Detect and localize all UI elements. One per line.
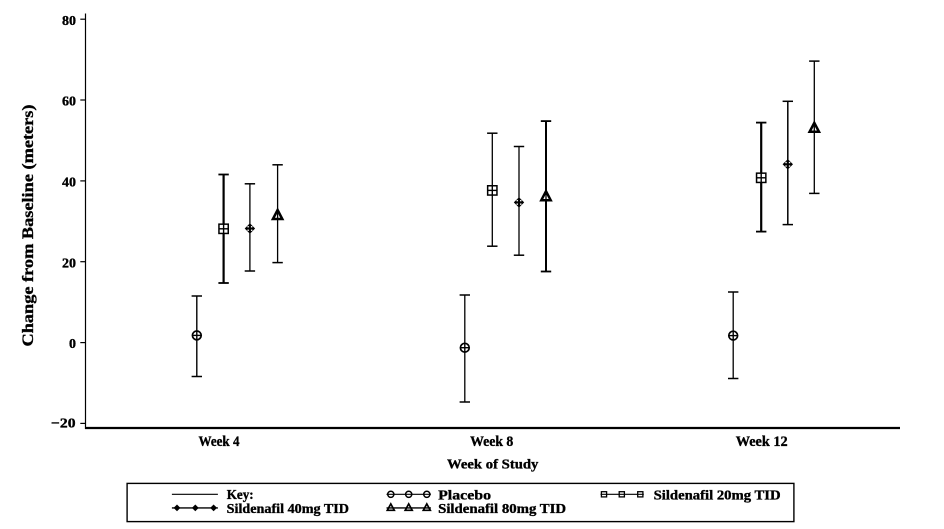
svg-text:Week of Study: Week of Study <box>447 457 538 472</box>
svg-text:Key:: Key: <box>227 488 254 503</box>
svg-text:Week 12: Week 12 <box>736 434 788 450</box>
svg-text:Change from Baseline (meters): Change from Baseline (meters) <box>20 105 37 347</box>
svg-text:40: 40 <box>62 176 76 191</box>
svg-text:Week 4: Week 4 <box>199 434 240 450</box>
svg-text:Week 8: Week 8 <box>470 434 513 450</box>
svg-text:20: 20 <box>62 256 76 271</box>
svg-text:0: 0 <box>69 337 76 352</box>
svg-text:Sildenafil 20mg TID: Sildenafil 20mg TID <box>654 488 781 503</box>
svg-text:Sildenafil 40mg TID: Sildenafil 40mg TID <box>227 502 349 517</box>
svg-text:60: 60 <box>62 95 76 110</box>
svg-text:−20: −20 <box>51 417 76 432</box>
svg-text:Sildenafil 80mg TID: Sildenafil 80mg TID <box>438 502 566 517</box>
svg-text:80: 80 <box>62 14 76 29</box>
svg-text:Placebo: Placebo <box>438 488 491 503</box>
